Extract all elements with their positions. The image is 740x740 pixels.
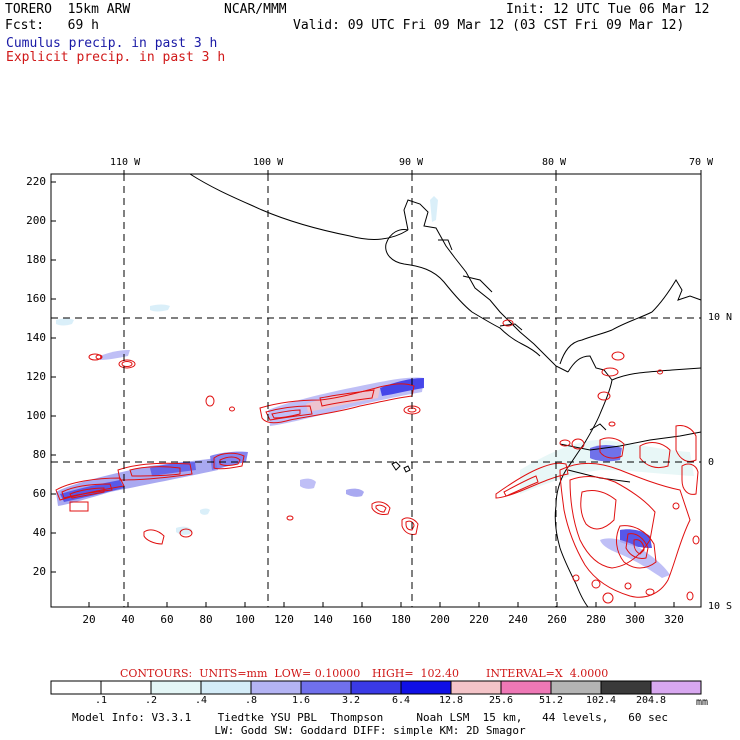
colorbar-swatch [50,680,102,695]
y-tick-label: 140 [26,331,46,344]
colorbar-swatch [250,680,302,695]
x-tick-label: 120 [274,613,294,626]
x-tick-label: 180 [391,613,411,626]
x-axis-ticks [88,602,675,607]
x-tick-label: 100 [235,613,255,626]
y-tick-label: 180 [26,253,46,266]
colorbar-unit: mm [696,697,709,708]
lat-label-0: 0 [708,457,715,468]
contour-high: HIGH= 102.40 [372,667,460,680]
coastlines [189,173,702,608]
colorbar-swatch [600,680,652,695]
x-tick-label: 20 [82,613,96,626]
model-info: Model Info: V3.3.1 Tiedtke YSU PBL Thomp… [71,711,669,724]
lon-label-90w: 90 W [399,157,424,168]
colorbar-swatch [150,680,202,695]
colorbar-swatch [550,680,602,695]
colorbar-swatch [100,680,152,695]
y-axis-ticks [51,181,56,573]
contour-interval: INTERVAL=X 4.0000 [486,667,609,680]
y-tick-label: 40 [32,526,46,539]
legend-explicit: Explicit precip. in past 3 h [6,50,226,65]
explicit-precip-contours [55,319,700,604]
x-tick-label: 220 [469,613,489,626]
colorbar-swatch [300,680,352,695]
lon-label-110w: 110 W [110,157,141,168]
graticule [51,174,701,607]
x-tick-label: 260 [547,613,567,626]
forecast-hour: Fcst: 69 h [5,18,99,33]
colorbar-label: .2 [144,695,158,706]
colorbar-label: .1 [94,695,108,706]
colorbar [50,680,702,695]
colorbar-label: 1.6 [291,695,311,706]
colorbar-label: 102.4 [585,695,617,706]
colorbar-label: .4 [194,695,208,706]
colorbar-label: 6.4 [391,695,411,706]
colorbar-swatch [500,680,552,695]
y-tick-label: 80 [32,448,46,461]
x-tick-label: 40 [121,613,135,626]
init-time: Init: 12 UTC Tue 06 Mar 12 [506,2,710,17]
x-tick-label: 280 [586,613,606,626]
lon-label-80w: 80 W [542,157,567,168]
colorbar-label: 25.6 [488,695,514,706]
lat-label-10n: 10 N [708,312,733,323]
legend-cumulus: Cumulus precip. in past 3 h [6,36,218,51]
colorbar-swatch [650,680,702,695]
x-tick-label: 240 [508,613,528,626]
x-tick-label: 80 [199,613,213,626]
lon-label-100w: 100 W [253,157,284,168]
colorbar-swatch [200,680,252,695]
lat-label-10s: 10 S [708,601,733,612]
colorbar-label: 3.2 [341,695,361,706]
y-tick-label: 20 [32,565,46,578]
contour-units-low: CONTOURS: UNITS=mm LOW= 0.10000 [120,667,361,680]
colorbar-swatch [350,680,402,695]
colorbar-label: 51.2 [538,695,564,706]
y-tick-label: 160 [26,292,46,305]
colorbar-label: 12.8 [438,695,464,706]
x-tick-label: 160 [352,613,372,626]
x-tick-label: 300 [625,613,645,626]
x-tick-label: 200 [430,613,450,626]
model-title: TORERO 15km ARW [5,2,131,17]
y-tick-label: 100 [26,409,46,422]
y-tick-label: 220 [26,175,46,188]
map-frame [50,173,702,608]
colorbar-swatch [400,680,452,695]
colorbar-label: .8 [244,695,258,706]
colorbar-label: 204.8 [635,695,667,706]
y-tick-label: 200 [26,214,46,227]
x-tick-label: 140 [313,613,333,626]
y-tick-label: 60 [32,487,46,500]
valid-time: Valid: 09 UTC Fri 09 Mar 12 (03 CST Fri … [293,18,685,33]
x-tick-label: 320 [664,613,684,626]
physics-info: LW: Godd SW: Goddard DIFF: simple KM: 2D… [214,724,526,737]
cumulus-precip [56,196,694,578]
lon-label-70w: 70 W [689,157,714,168]
top-lon-ticks [123,170,702,174]
colorbar-swatch [450,680,502,695]
center-name: NCAR/MMM [224,2,287,17]
y-tick-label: 120 [26,370,46,383]
x-tick-label: 60 [160,613,174,626]
